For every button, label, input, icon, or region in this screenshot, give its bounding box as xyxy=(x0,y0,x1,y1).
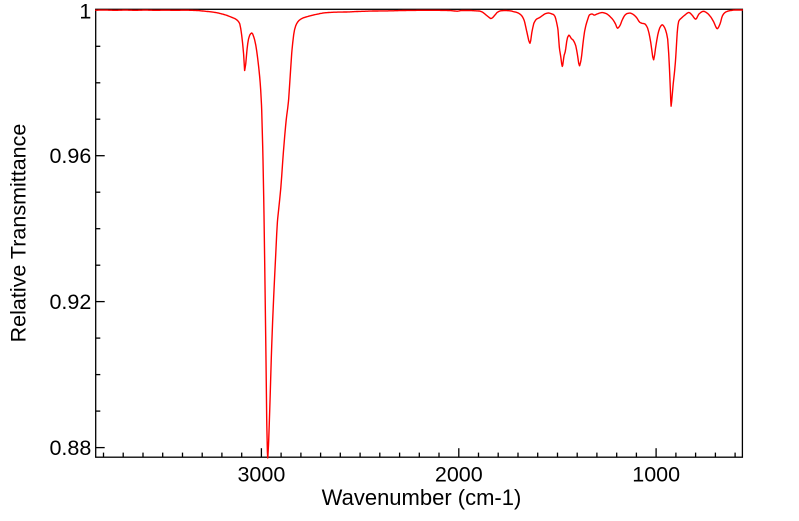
svg-text:1000: 1000 xyxy=(632,462,680,486)
svg-text:0.96: 0.96 xyxy=(49,144,91,168)
svg-text:0.88: 0.88 xyxy=(49,436,91,460)
svg-text:Relative Transmittance: Relative Transmittance xyxy=(7,124,31,343)
svg-text:1: 1 xyxy=(79,0,91,24)
svg-text:0.92: 0.92 xyxy=(49,290,91,314)
svg-text:2000: 2000 xyxy=(435,462,483,486)
svg-text:Wavenumber (cm-1): Wavenumber (cm-1) xyxy=(322,485,522,510)
svg-text:3000: 3000 xyxy=(237,462,285,486)
